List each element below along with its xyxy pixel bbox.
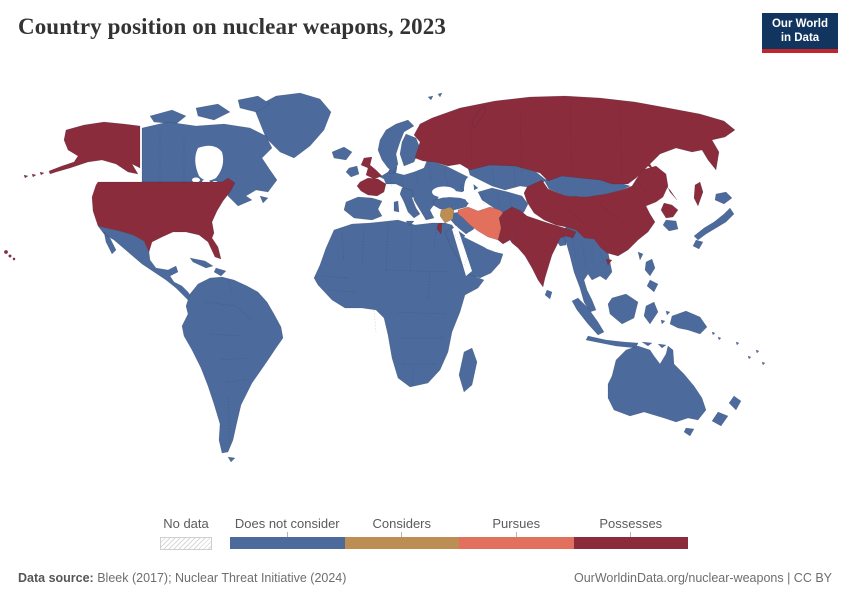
- region-hawaii[interactable]: [3, 249, 9, 255]
- region-hawaii-3[interactable]: [12, 257, 16, 261]
- owid-logo-line1: Our World: [771, 18, 828, 30]
- region-india[interactable]: [509, 215, 577, 288]
- region-france[interactable]: [356, 177, 387, 197]
- footer-source: Data source: Bleek (2017); Nuclear Threa…: [18, 571, 346, 585]
- region-caribbean[interactable]: [189, 257, 227, 277]
- persian-gulf: [464, 232, 488, 247]
- legend-label: Pursues: [492, 516, 541, 531]
- region-hawaii-2[interactable]: [8, 254, 12, 258]
- country-borders-within-possessor-states: [469, 104, 647, 233]
- region-south-america[interactable]: [181, 276, 284, 463]
- legend-tick: [630, 532, 632, 537]
- region-philippines[interactable]: [644, 258, 659, 293]
- map-regions: [3, 92, 766, 463]
- legend-tick: [286, 532, 288, 537]
- world-map: [0, 80, 850, 520]
- region-australia[interactable]: [607, 345, 707, 437]
- region-scandinavia[interactable]: [377, 119, 421, 173]
- legend-item-does-not-consider[interactable]: Does not consider: [230, 516, 345, 549]
- footer-canonical-link[interactable]: OurWorldinData.org/nuclear-weapons | CC …: [574, 571, 832, 585]
- legend-item-considers[interactable]: Considers: [344, 516, 459, 549]
- region-new-guinea[interactable]: [669, 310, 708, 335]
- region-ireland[interactable]: [345, 165, 360, 178]
- region-alaska[interactable]: [23, 121, 141, 179]
- legend-no-data-label: No data: [163, 516, 209, 531]
- region-taiwan[interactable]: [637, 251, 644, 261]
- region-israel[interactable]: [436, 222, 443, 235]
- region-china[interactable]: [523, 165, 669, 266]
- region-mexico[interactable]: [97, 225, 205, 311]
- footer-source-label: Data source:: [18, 571, 94, 585]
- legend-swatch-does-not-consider[interactable]: [230, 537, 345, 549]
- region-syria[interactable]: [439, 206, 455, 224]
- footer: Data source: Bleek (2017); Nuclear Threa…: [0, 556, 850, 600]
- black-sea: [432, 186, 456, 198]
- hudson-bay: [195, 145, 224, 181]
- region-africa[interactable]: [313, 219, 485, 388]
- region-united-kingdom[interactable]: [360, 156, 383, 180]
- region-iran[interactable]: [457, 206, 504, 241]
- owid-logo-line2: in Data: [780, 31, 820, 44]
- legend-swatch-pursues[interactable]: [459, 537, 574, 549]
- red-sea: [452, 226, 472, 276]
- region-iceland[interactable]: [331, 146, 353, 161]
- legend-item-pursues[interactable]: Pursues: [459, 516, 574, 549]
- region-southeast-asia[interactable]: [561, 226, 613, 313]
- caspian-sea: [464, 177, 474, 203]
- region-new-zealand[interactable]: [711, 395, 742, 427]
- legend-no-data[interactable]: No data: [160, 516, 212, 550]
- legend-categories: Does not consider Considers Pursues Poss…: [230, 516, 688, 549]
- page-title: Country position on nuclear weapons, 202…: [18, 14, 446, 39]
- region-north-korea[interactable]: [660, 202, 679, 219]
- legend-item-possesses[interactable]: Possesses: [573, 516, 688, 549]
- region-russia[interactable]: [413, 95, 736, 207]
- legend-label: Considers: [372, 516, 432, 531]
- legend-swatch-possesses[interactable]: [573, 537, 688, 549]
- region-south-korea[interactable]: [662, 219, 679, 232]
- legend-label: Possesses: [599, 516, 663, 531]
- footer-source-text: Bleek (2017); Nuclear Threat Initiative …: [93, 571, 347, 585]
- map-legend: No data Does not consider Considers Purs…: [0, 516, 850, 556]
- great-lakes: [192, 177, 200, 183]
- owid-logo[interactable]: Our World in Data: [762, 13, 838, 53]
- legend-label: Does not consider: [234, 516, 340, 531]
- region-sri-lanka[interactable]: [544, 289, 553, 300]
- legend-tick: [515, 532, 517, 537]
- legend-tick: [401, 532, 403, 537]
- region-usa-mainland[interactable]: [91, 177, 236, 260]
- country-borders: [159, 130, 605, 447]
- legend-swatch-considers[interactable]: [344, 537, 459, 549]
- region-japan[interactable]: [692, 191, 735, 250]
- region-greenland[interactable]: [253, 92, 332, 159]
- region-madagascar[interactable]: [458, 347, 478, 393]
- legend-no-data-swatch[interactable]: [160, 537, 212, 550]
- region-pacific-islands[interactable]: [427, 92, 766, 366]
- region-iberia[interactable]: [343, 196, 383, 221]
